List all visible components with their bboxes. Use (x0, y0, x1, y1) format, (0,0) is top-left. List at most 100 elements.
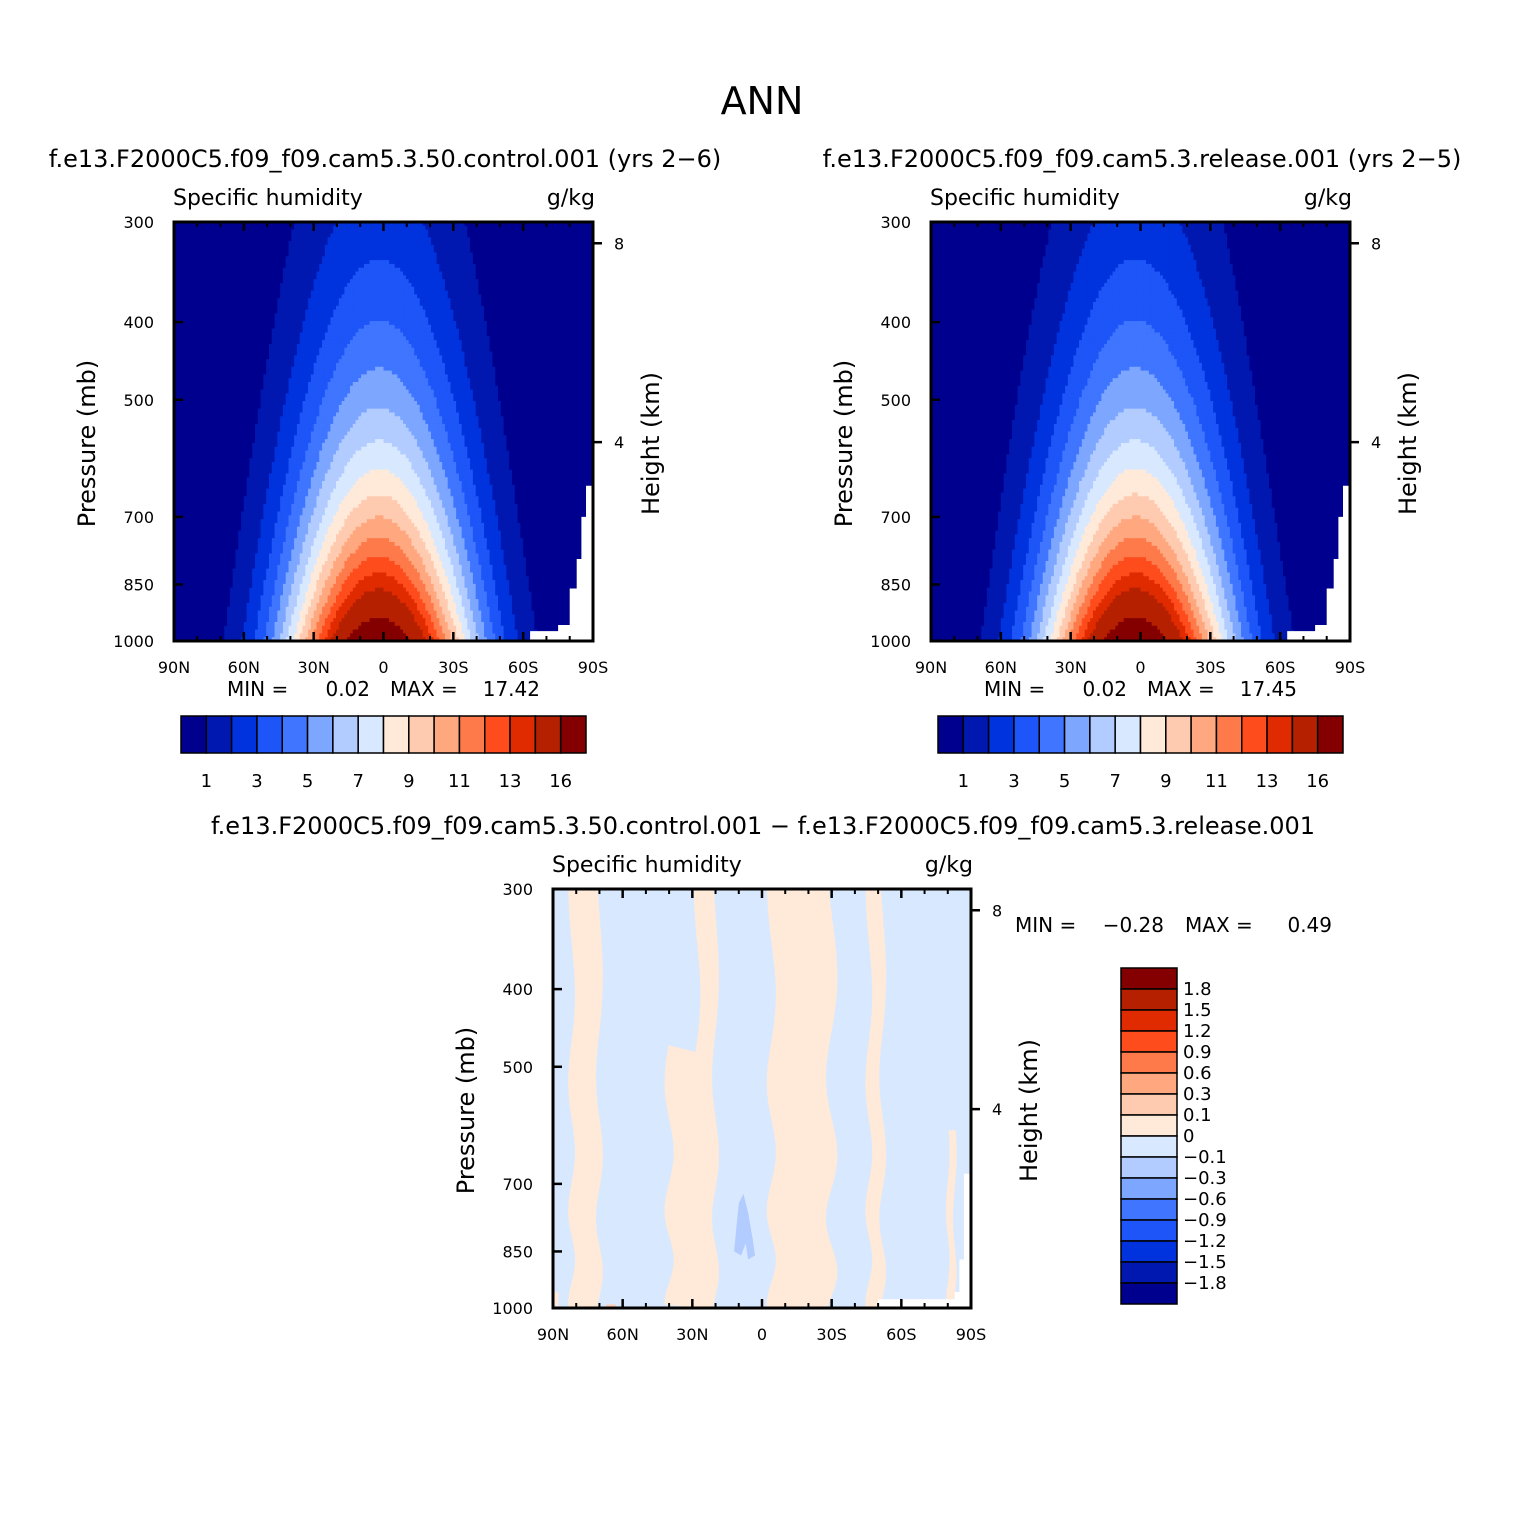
contour-cell (235, 507, 239, 513)
contour-cell (235, 328, 239, 334)
contour-cell (238, 541, 242, 547)
contour-cell (213, 290, 217, 295)
contour-cell (232, 549, 237, 554)
contour-cell (201, 222, 206, 227)
contour-cell (185, 332, 189, 337)
contour-cell (193, 290, 197, 295)
contour-cell (224, 572, 228, 577)
contour-cell (204, 301, 209, 307)
contour-cell (187, 351, 192, 356)
contour-cell (176, 282, 181, 288)
contour-cell (232, 599, 237, 604)
contour-cell (207, 351, 211, 356)
contour-cell (204, 328, 209, 334)
contour-cell (176, 553, 181, 558)
contour-cell (182, 298, 186, 303)
contour-cell (229, 355, 234, 360)
contour-cell (229, 370, 234, 375)
contour-cell (229, 580, 234, 585)
contour-cell (224, 271, 228, 276)
contour-cell (221, 637, 225, 641)
contour-cell (174, 621, 178, 627)
contour-cell (229, 404, 234, 410)
contour-cell (204, 587, 209, 593)
contour-cell (199, 290, 203, 295)
contour-cell (185, 256, 189, 261)
contour-cell (235, 378, 239, 383)
contour-cell (207, 614, 211, 619)
contour-cell (193, 435, 197, 440)
contour-cell (204, 359, 209, 364)
contour-cell (196, 602, 200, 608)
contour-cell (187, 401, 192, 406)
contour-cell (232, 309, 237, 315)
contour-cell (227, 526, 231, 532)
contour-cell (221, 610, 225, 615)
contour-cell (174, 328, 178, 334)
contour-cell (190, 541, 195, 547)
contour-cell (174, 568, 178, 574)
contour-cell (179, 545, 183, 551)
contour-cell (213, 222, 217, 227)
contour-cell (213, 469, 217, 474)
contour-cell (193, 572, 197, 577)
contour-cell (196, 256, 200, 261)
contour-cell (210, 553, 214, 558)
contour-cell (229, 442, 234, 448)
contour-cell (227, 263, 231, 269)
contour-cell (227, 522, 231, 528)
contour-cell (185, 492, 189, 497)
contour-cell (213, 484, 217, 490)
contour-cell (227, 465, 231, 471)
contour-cell (204, 366, 209, 372)
contour-cell (224, 454, 228, 459)
contour-cell (185, 435, 189, 440)
contour-cell (176, 260, 181, 265)
contour-cell (187, 519, 192, 524)
contour-cell (215, 534, 220, 539)
contour-cell (190, 481, 195, 486)
contour-cell (218, 343, 223, 349)
contour-cell (182, 602, 186, 608)
contour-cell (229, 591, 234, 596)
contour-cell (229, 401, 234, 406)
contour-cell (229, 366, 234, 372)
contour-cell (221, 488, 225, 494)
contour-cell (227, 591, 231, 596)
contour-cell (176, 241, 181, 246)
contour-cell (185, 423, 189, 429)
contour-cell (213, 606, 217, 612)
contour-cell (207, 461, 211, 467)
contour-cell (201, 511, 206, 516)
contour-cell (229, 557, 234, 562)
contour-cell (232, 328, 237, 334)
contour-cell (174, 290, 178, 295)
contour-cell (210, 484, 214, 490)
contour-cell (227, 271, 231, 276)
contour-cell (215, 583, 220, 589)
contour-cell (179, 538, 183, 543)
contour-cell (182, 404, 186, 410)
contour-cell (224, 545, 228, 551)
contour-cell (227, 294, 231, 299)
contour-cell (201, 442, 206, 448)
contour-cell (213, 564, 217, 570)
contour-cell (215, 256, 220, 261)
contour-cell (224, 553, 228, 558)
contour-cell (213, 431, 217, 436)
contour-cell (174, 484, 178, 490)
contour-cell (227, 412, 231, 417)
contour-cell (201, 500, 206, 505)
contour-cell (229, 561, 234, 566)
contour-cell (235, 420, 239, 425)
contour-cell (179, 465, 183, 471)
contour-cell (185, 507, 189, 513)
contour-cell (187, 492, 192, 497)
contour-cell (182, 305, 186, 311)
contour-cell (218, 553, 223, 558)
contour-cell (190, 271, 195, 276)
contour-cell (213, 260, 217, 265)
contour-cell (185, 317, 189, 322)
contour-cell (193, 301, 197, 307)
contour-cell (176, 393, 181, 398)
